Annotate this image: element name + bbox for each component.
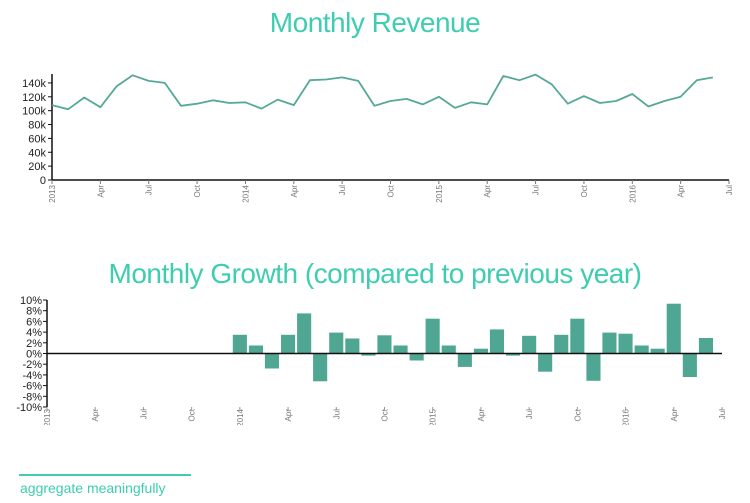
revenue-x-tick-label: Oct (387, 184, 396, 197)
growth-x-tick-label: Apr (477, 409, 486, 422)
revenue-y-tick-label: 60k (28, 133, 46, 145)
revenue-x-tick-label: Apr (483, 185, 492, 198)
revenue-y-tick-label: 140k (22, 78, 46, 90)
growth-y-tick-label: 0% (26, 349, 42, 361)
growth-x-tick-label: 2013 (43, 408, 52, 425)
revenue-x-tick-label: 2013 (48, 184, 57, 202)
growth-bar (313, 353, 328, 382)
revenue-x-tick-label: Oct (580, 184, 589, 197)
revenue-y-tick-label: 40k (28, 147, 46, 159)
growth-bar (489, 329, 504, 354)
growth-bar (345, 338, 360, 354)
growth-bar (425, 318, 440, 354)
growth-x-tick-label: Oct (573, 408, 582, 421)
growth-bar (698, 338, 713, 354)
growth-x-tick-label: 2016 (622, 408, 631, 425)
revenue-x-tick-label: 2014 (241, 184, 250, 202)
growth-bar (361, 353, 376, 356)
revenue-x-tick-label: Jul (725, 185, 734, 195)
growth-y-tick-label: 2% (26, 338, 42, 350)
growth-y-tick-label: -2% (22, 359, 42, 371)
growth-bar (650, 348, 665, 354)
growth-y-tick-label: -10% (16, 402, 42, 414)
growth-bar (538, 353, 553, 372)
revenue-y-tick-label: 120k (22, 92, 46, 104)
revenue-x-tick-label: Oct (193, 184, 202, 197)
growth-bar (570, 318, 585, 354)
growth-chart-title: Monthly Growth (compared to previous yea… (108, 258, 643, 289)
revenue-x-tick-label: Apr (677, 185, 686, 198)
revenue-series-line (51, 73, 714, 111)
growth-y-tick-label: 6% (26, 316, 42, 328)
growth-y-tick-label: 10% (20, 295, 42, 307)
revenue-x-tick-label: Jul (145, 185, 154, 195)
growth-bar (264, 353, 279, 369)
growth-x-tick-label: Apr (91, 409, 100, 422)
footer-underline (19, 474, 191, 476)
growth-bar (409, 353, 424, 361)
growth-y-tick-label: -4% (22, 370, 42, 382)
growth-x-tick-label: Jul (718, 409, 727, 419)
growth-bar (522, 335, 537, 354)
revenue-x-tick-label: Jul (532, 185, 541, 195)
growth-y-tick-label: 4% (26, 327, 42, 339)
growth-bar (618, 333, 633, 354)
revenue-chart-title: Monthly Revenue (269, 7, 481, 38)
growth-bar (473, 348, 488, 354)
growth-bar (634, 345, 649, 354)
growth-bar (586, 353, 601, 381)
revenue-y-tick-label: 100k (22, 106, 46, 118)
growth-bar (682, 353, 697, 377)
revenue-x-tick-label: Apr (290, 185, 299, 198)
growth-x-tick-label: Jul (525, 409, 534, 419)
revenue-y-tick-label: 0 (40, 175, 46, 187)
growth-bar (281, 334, 296, 354)
growth-x-tick-label: Apr (670, 409, 679, 422)
growth-bar (602, 332, 617, 354)
growth-bar (554, 334, 569, 354)
footer-link[interactable]: aggregate meaningfully (20, 480, 166, 496)
growth-bar (666, 303, 681, 354)
growth-y-tick-label: -6% (22, 381, 42, 393)
growth-bar (441, 345, 456, 354)
growth-bar (232, 334, 247, 354)
growth-bar (506, 353, 521, 356)
revenue-x-tick-label: 2015 (435, 184, 444, 202)
growth-x-tick-label: Jul (139, 409, 148, 419)
growth-bar-chart: -10%-8%-6%-4%-2%0%2%4%6%8%10% 2013 Apr Jul O… (16, 295, 727, 425)
growth-x-tick-label: Oct (381, 408, 390, 421)
revenue-x-tick-label: Apr (96, 185, 105, 198)
growth-bar (329, 332, 344, 354)
growth-x-tick-label: 2015 (429, 408, 438, 425)
growth-bar (457, 353, 472, 367)
growth-y-tick-label: -8% (22, 391, 42, 403)
revenue-y-tick-label: 80k (28, 120, 46, 132)
revenue-y-tick-label: 20k (28, 161, 46, 173)
growth-x-tick-label: 2014 (236, 408, 245, 425)
growth-bar (297, 313, 312, 354)
growth-y-tick-label: 8% (26, 306, 42, 318)
revenue-x-tick-label: Jul (338, 185, 347, 195)
revenue-x-tick-label: 2016 (628, 184, 637, 202)
growth-bar (393, 345, 408, 354)
growth-bar (248, 345, 263, 354)
growth-x-tick-label: Apr (284, 409, 293, 422)
growth-bar (377, 335, 392, 354)
growth-x-tick-label: Jul (332, 409, 341, 419)
growth-x-tick-label: Oct (188, 408, 197, 421)
